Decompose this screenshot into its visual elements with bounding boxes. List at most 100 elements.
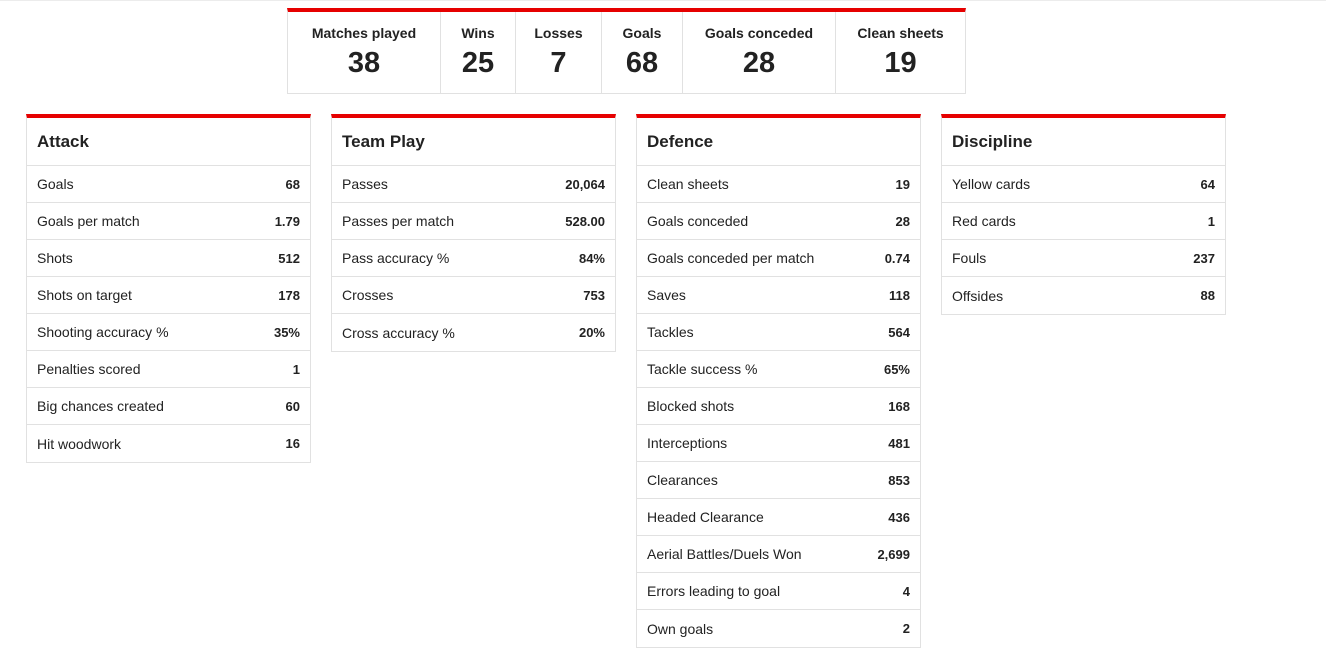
- stat-value: 237: [1193, 250, 1215, 266]
- summary-label: Losses: [534, 25, 583, 41]
- stat-value: 564: [888, 324, 910, 340]
- stat-value: 60: [285, 398, 300, 414]
- stat-row: Pass accuracy % 84%: [332, 240, 615, 277]
- stat-row: Goals conceded 28: [637, 203, 920, 240]
- summary-label: Goals: [622, 25, 662, 41]
- stat-row: Tackles 564: [637, 314, 920, 351]
- summary-label: Clean sheets: [857, 25, 944, 41]
- stat-label: Big chances created: [37, 398, 164, 414]
- stat-value: 528.00: [565, 213, 605, 229]
- summary-value: 7: [550, 47, 567, 79]
- stat-row: Hit woodwork 16: [27, 425, 310, 462]
- stat-row: Penalties scored 1: [27, 351, 310, 388]
- stat-value: 436: [888, 509, 910, 525]
- stat-label: Tackle success %: [647, 361, 758, 377]
- stat-value: 1: [1207, 213, 1215, 229]
- stat-value: 16: [285, 436, 300, 451]
- stat-value: 481: [888, 435, 910, 451]
- stat-row: Tackle success % 65%: [637, 351, 920, 388]
- stat-row: Own goals 2: [637, 610, 920, 647]
- summary-label: Matches played: [311, 25, 417, 41]
- stat-label: Goals per match: [37, 213, 140, 229]
- team-play-panel: Team Play Passes 20,064 Passes per match 52…: [331, 114, 616, 352]
- stat-label: Cross accuracy %: [342, 324, 455, 341]
- summary-goals: Goals 68: [602, 12, 683, 93]
- stat-value: 512: [278, 250, 300, 266]
- season-summary: Matches played 38 Wins 25 Losses 7 Goals…: [287, 8, 966, 94]
- stat-value: 1.79: [274, 213, 300, 229]
- stat-label: Clean sheets: [647, 176, 729, 192]
- stat-row: Passes 20,064: [332, 166, 615, 203]
- stat-label: Offsides: [952, 287, 1004, 304]
- stat-value: 2,699: [877, 546, 910, 562]
- stat-value: 20%: [578, 325, 605, 340]
- stat-row: Blocked shots 168: [637, 388, 920, 425]
- stat-label: Hit woodwork: [37, 435, 122, 452]
- stat-label: Crosses: [342, 287, 394, 303]
- stat-row: Goals conceded per match 0.74: [637, 240, 920, 277]
- summary-value: 38: [347, 47, 381, 79]
- stat-label: Aerial Battles/Duels Won: [647, 546, 802, 562]
- stat-row: Yellow cards 64: [942, 166, 1225, 203]
- summary-value: 28: [742, 47, 776, 79]
- stat-row: Fouls 237: [942, 240, 1225, 277]
- stat-label: Goals conceded: [647, 213, 749, 229]
- stat-value: 35%: [273, 324, 300, 340]
- stat-value: 853: [888, 472, 910, 488]
- stat-label: Yellow cards: [952, 176, 1031, 192]
- stat-row: Red cards 1: [942, 203, 1225, 240]
- stat-label: Pass accuracy %: [342, 250, 450, 266]
- stat-label: Headed Clearance: [647, 509, 764, 525]
- stat-row: Headed Clearance 436: [637, 499, 920, 536]
- stat-value: 1: [292, 361, 300, 377]
- summary-value: 19: [884, 47, 917, 79]
- stat-label: Interceptions: [647, 435, 728, 451]
- stat-value: 168: [888, 398, 910, 414]
- stat-value: 118: [889, 287, 910, 303]
- summary-matches-played: Matches played 38: [288, 12, 441, 93]
- stat-value: 84%: [578, 250, 605, 266]
- stat-label: Own goals: [647, 620, 714, 637]
- stat-label: Tackles: [647, 324, 694, 340]
- summary-clean-sheets: Clean sheets 19: [836, 12, 965, 93]
- stat-row: Aerial Battles/Duels Won 2,699: [637, 536, 920, 573]
- stat-value: 4: [902, 583, 910, 599]
- panel-title: Defence: [637, 118, 920, 166]
- summary-label: Wins: [461, 25, 495, 41]
- stat-row: Cross accuracy % 20%: [332, 314, 615, 351]
- stat-label: Errors leading to goal: [647, 583, 781, 599]
- stat-row: Errors leading to goal 4: [637, 573, 920, 610]
- summary-goals-conceded: Goals conceded 28: [683, 12, 836, 93]
- stat-label: Fouls: [952, 250, 987, 266]
- stat-value: 19: [895, 176, 910, 192]
- stat-row: Goals 68: [27, 166, 310, 203]
- stat-row: Offsides 88: [942, 277, 1225, 314]
- stat-row: Passes per match 528.00: [332, 203, 615, 240]
- panel-title: Team Play: [332, 118, 615, 166]
- stat-value: 88: [1200, 288, 1215, 303]
- summary-losses: Losses 7: [516, 12, 602, 93]
- stat-label: Shots: [37, 250, 73, 266]
- stat-value: 0.74: [884, 250, 910, 266]
- stat-row: Interceptions 481: [637, 425, 920, 462]
- stat-row: Clearances 853: [637, 462, 920, 499]
- summary-value: 68: [625, 47, 659, 79]
- stat-value: 65%: [883, 361, 910, 377]
- stat-label: Blocked shots: [647, 398, 735, 414]
- stat-label: Clearances: [647, 472, 718, 488]
- stat-label: Red cards: [952, 213, 1016, 229]
- stat-value: 64: [1200, 176, 1215, 192]
- stat-row: Shots 512: [27, 240, 310, 277]
- panel-title: Attack: [27, 118, 310, 166]
- stat-label: Passes: [342, 176, 388, 192]
- stat-label: Goals: [37, 176, 74, 192]
- top-divider: [0, 0, 1326, 1]
- stat-label: Goals conceded per match: [647, 250, 815, 266]
- stat-row: Crosses 753: [332, 277, 615, 314]
- panel-title: Discipline: [942, 118, 1225, 166]
- stat-label: Shots on target: [37, 287, 132, 303]
- stat-row: Shots on target 178: [27, 277, 310, 314]
- summary-label: Goals conceded: [704, 25, 814, 41]
- stat-value: 178: [278, 287, 300, 303]
